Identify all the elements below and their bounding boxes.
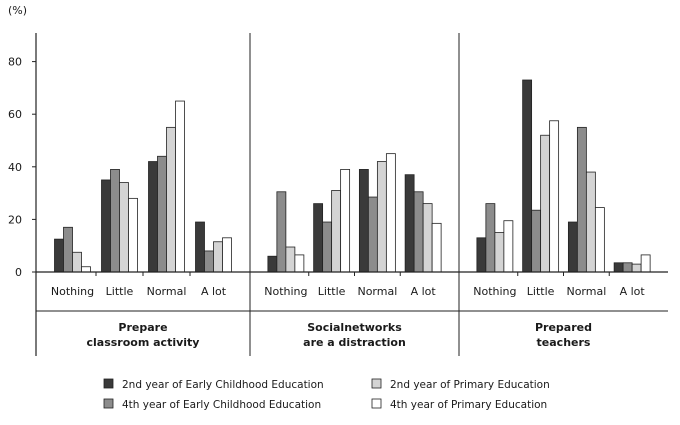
bar [585,171,596,273]
group-title-line: Prepare [118,321,167,334]
bar [549,120,560,273]
y-tick-label: 40 [8,161,22,174]
bar [119,182,129,273]
bar [631,263,642,273]
legend-swatch [371,398,382,409]
bar [63,226,73,273]
category-label: Normal [566,285,606,298]
legend-label: 4th year of Early Childhood Education [122,399,321,411]
bar [567,221,578,273]
bar [101,179,111,273]
bar [422,203,433,273]
bar [531,209,542,273]
bar [522,79,533,273]
bar [157,155,167,273]
legend-swatch [371,378,382,389]
category-label: Little [318,285,346,298]
bar [485,203,496,273]
bar [476,237,487,273]
category-label: A lot [411,285,437,298]
bar [358,169,369,273]
bar [110,169,120,273]
category-label: Normal [357,285,397,298]
y-axis: 0 20 40 60 80 [8,56,36,279]
y-tick-label: 60 [8,108,22,121]
bar [404,174,415,273]
category-label: A lot [201,285,227,298]
bar [613,262,624,273]
bar [376,161,387,273]
bar [576,126,587,273]
bar [622,262,633,273]
chart-frame [35,33,668,356]
bar [494,232,505,273]
y-tick-label: 80 [8,56,22,69]
bars [54,79,651,273]
y-tick-label: 0 [15,266,22,279]
group-labels: Prepare classroom activity Socialnetworks a… [87,321,593,349]
bar [166,126,176,273]
category-label: Nothing [264,285,307,298]
bar [367,196,378,273]
legend-swatch [103,398,114,409]
category-label: Nothing [473,285,516,298]
bar [431,222,442,273]
bar [175,100,185,273]
category-label: Little [106,285,134,298]
group-title-line: Prepared [535,321,592,334]
y-tick-label: 20 [8,213,22,226]
category-labels: Nothing Little Normal A lot Nothing Little Nor… [51,285,646,298]
group-title-line: teachers [537,336,591,349]
bar [54,238,64,273]
bar [72,251,82,273]
bar [81,266,91,273]
category-label: Little [527,285,555,298]
category-label: Nothing [51,285,94,298]
legend-swatch [103,378,114,389]
legend: 2nd year of Early Childhood Education 4th… [103,378,550,411]
bar [385,153,396,273]
bar [313,203,324,273]
bar [285,246,296,273]
bar [640,254,651,273]
bar [503,220,514,273]
category-label: A lot [620,285,646,298]
bar [276,191,287,273]
bar [148,161,158,273]
bar [413,191,424,273]
group-title-line: Socialnetworks [307,321,402,334]
bar [195,221,205,273]
bar [267,255,278,273]
legend-label: 4th year of Primary Education [390,399,547,411]
bar [222,237,232,273]
legend-label: 2nd year of Primary Education [390,379,550,391]
y-axis-unit-label: (%) [8,4,27,17]
legend-label: 2nd year of Early Childhood Education [122,379,324,391]
bar [322,221,333,273]
bar [204,250,214,273]
group-title-line: classroom activity [87,336,200,349]
bar [340,169,351,273]
category-label: Normal [147,285,187,298]
group-title-line: are a distraction [303,336,406,349]
bar [331,190,342,273]
bar [294,254,305,273]
bar [213,241,223,273]
bar [128,197,138,273]
bar [540,134,551,273]
bar [594,207,605,273]
